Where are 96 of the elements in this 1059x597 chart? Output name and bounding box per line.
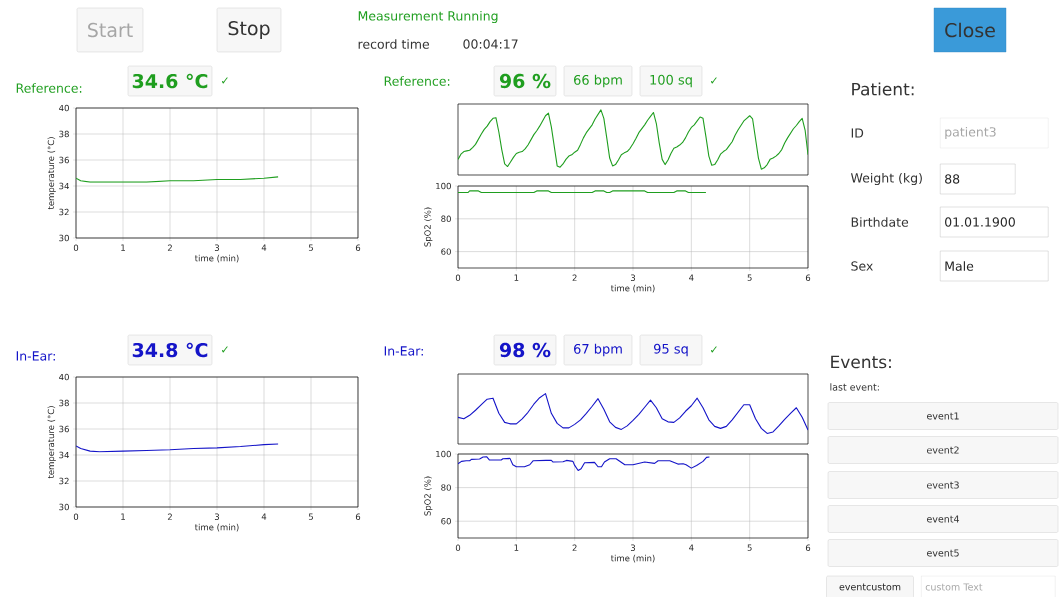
text: Reference: xyxy=(384,76,450,86)
text: 34.6 °C xyxy=(132,73,208,89)
text: Events: xyxy=(831,355,891,369)
text: Sex xyxy=(851,261,873,271)
y-tick-label: 30 xyxy=(59,503,69,511)
text: Birthdate xyxy=(851,217,909,227)
x-tick-label: 5 xyxy=(747,544,752,551)
y-tick-label: 36 xyxy=(59,156,69,164)
x-tick-label: 4 xyxy=(261,513,267,520)
text: Patient: xyxy=(852,82,914,96)
text: 67 bpm xyxy=(574,343,622,357)
x-tick-label: 5 xyxy=(308,513,313,520)
text: 98 % xyxy=(499,342,551,358)
text: Start xyxy=(88,22,133,38)
text: 01.01.1900 xyxy=(945,217,1015,227)
text: event3 xyxy=(926,481,959,489)
y-axis-title: SpO2 (%) xyxy=(424,207,433,247)
x-tick-label: 0 xyxy=(455,274,461,281)
text: event2 xyxy=(926,446,959,454)
x-axis-title: time (min) xyxy=(194,523,239,532)
x-tick-label: 4 xyxy=(689,274,694,281)
text: ✓ xyxy=(222,346,228,353)
x-tick-label: 6 xyxy=(355,513,361,520)
text: Reference: xyxy=(16,83,82,93)
text: patient3 xyxy=(945,126,996,140)
y-tick-label: 80 xyxy=(441,215,451,223)
x-tick-label: 2 xyxy=(572,544,577,551)
text: Male xyxy=(945,261,974,271)
x-tick-label: 6 xyxy=(805,544,811,551)
text: event1 xyxy=(926,412,959,420)
x-axis-title: time (min) xyxy=(610,554,655,563)
x-axis-title: time (min) xyxy=(610,284,655,293)
text: Close xyxy=(945,22,995,38)
y-axis-title: temperature (°C) xyxy=(47,406,56,479)
x-tick-label: 3 xyxy=(214,513,220,520)
text: 100 sq xyxy=(650,74,692,88)
x-tick-label: 5 xyxy=(747,274,752,281)
y-axis-title: temperature (°C) xyxy=(47,137,56,210)
y-tick-label: 60 xyxy=(441,248,451,255)
text: last event: xyxy=(830,383,879,391)
y-tick-label: 60 xyxy=(441,518,451,525)
y-tick-label: 36 xyxy=(59,425,69,433)
y-tick-label: 80 xyxy=(441,484,451,491)
x-tick-label: 5 xyxy=(308,244,313,251)
y-tick-label: 34 xyxy=(59,451,69,459)
text: event5 xyxy=(926,549,959,557)
text: 66 bpm xyxy=(574,74,622,88)
text: ✓ xyxy=(711,77,717,84)
text: Measurement Running xyxy=(358,10,498,24)
text: 96 % xyxy=(499,73,551,89)
x-tick-label: 1 xyxy=(514,274,519,281)
y-tick-label: 30 xyxy=(59,234,69,242)
text: In-Ear: xyxy=(384,346,423,356)
x-tick-label: 3 xyxy=(630,544,636,551)
text: record time xyxy=(358,39,430,49)
y-tick-label: 40 xyxy=(59,373,69,381)
x-axis-title: time (min) xyxy=(194,254,239,263)
text: eventcustom xyxy=(839,583,901,591)
text: event4 xyxy=(926,515,960,523)
x-tick-label: 1 xyxy=(121,244,125,251)
text: In-Ear: xyxy=(16,351,55,361)
y-tick-label: 100 xyxy=(436,182,451,190)
text: ✓ xyxy=(711,346,717,353)
x-tick-label: 4 xyxy=(261,244,267,251)
text: 34.8 °C xyxy=(132,342,208,358)
x-tick-label: 0 xyxy=(73,513,79,520)
x-tick-label: 1 xyxy=(514,544,519,551)
x-tick-label: 0 xyxy=(73,244,79,251)
text: custom Text xyxy=(925,583,983,591)
y-tick-label: 38 xyxy=(59,130,69,138)
x-tick-label: 3 xyxy=(630,274,636,281)
text: Weight (kg) xyxy=(850,172,922,186)
x-tick-label: 2 xyxy=(572,274,577,281)
x-tick-label: 3 xyxy=(214,244,220,251)
line-series xyxy=(458,456,710,472)
line-series xyxy=(76,443,279,453)
y-tick-label: 40 xyxy=(59,104,69,112)
x-tick-label: 1 xyxy=(121,513,125,520)
x-tick-label: 6 xyxy=(355,244,361,251)
text: 00:04:17 xyxy=(463,39,518,49)
y-tick-label: 38 xyxy=(59,399,69,407)
y-tick-label: 100 xyxy=(436,450,451,458)
x-tick-label: 0 xyxy=(455,544,461,551)
y-tick-label: 32 xyxy=(59,477,69,485)
text: ID xyxy=(851,128,864,138)
x-tick-label: 4 xyxy=(689,544,694,551)
x-tick-label: 2 xyxy=(167,244,172,251)
text: ✓ xyxy=(222,77,228,84)
text: 95 sq xyxy=(653,343,688,357)
y-axis-title: SpO2 (%) xyxy=(424,476,433,516)
x-tick-label: 6 xyxy=(805,274,811,281)
text: 88 xyxy=(945,174,960,184)
y-tick-label: 34 xyxy=(59,182,69,190)
text: Stop xyxy=(228,20,270,40)
x-tick-label: 2 xyxy=(167,513,172,520)
y-tick-label: 32 xyxy=(59,208,69,216)
